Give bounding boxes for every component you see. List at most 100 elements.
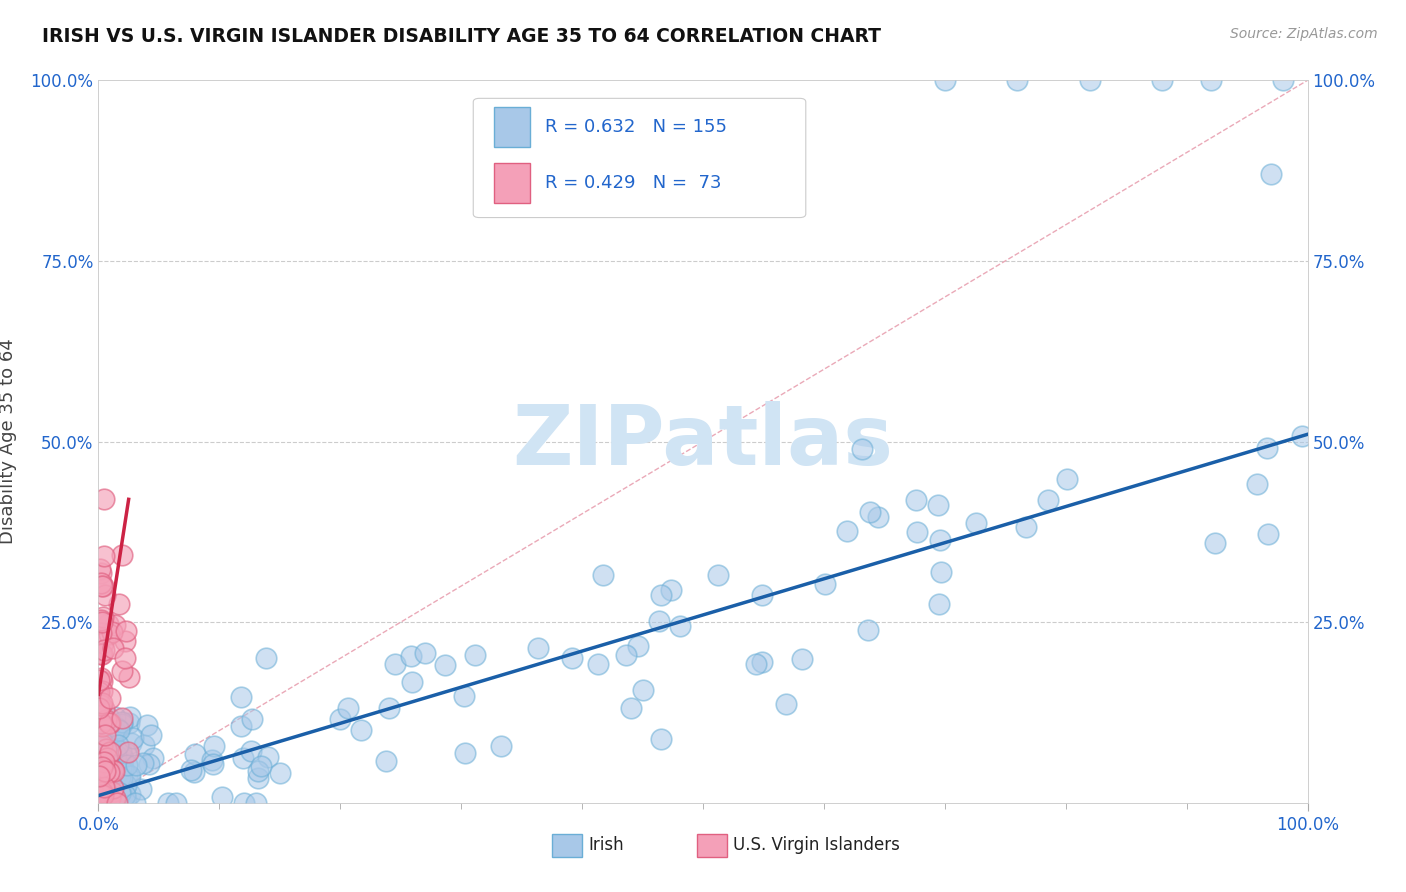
Point [90,739,112,753]
Point [104,723,127,738]
Point [132,756,155,771]
Point [707,568,730,582]
Point [246,771,269,785]
Point [104,748,127,763]
Point [110,548,132,562]
Point [89,730,111,744]
Point [90,698,112,712]
Point [90,718,112,732]
Point [905,524,928,539]
Point [111,763,134,777]
Point [114,788,136,802]
Point [103,769,125,783]
Point [229,719,252,733]
Point [111,664,134,678]
Point [87,738,110,752]
Point [93,728,115,742]
Point [90,613,112,627]
Point [350,723,373,738]
Point [114,650,136,665]
Point [90,715,112,730]
Point [378,701,401,715]
Point [100,785,122,799]
Point [89,766,111,780]
Point [384,657,406,671]
Point [87,673,110,688]
Point [94,764,117,778]
Point [1256,441,1278,455]
Point [96,747,118,762]
Point [91,785,114,799]
FancyBboxPatch shape [551,834,582,857]
Point [232,751,254,765]
Point [775,697,797,711]
Point [91,719,114,733]
Text: R = 0.429   N =  73: R = 0.429 N = 73 [544,174,721,192]
Point [91,579,114,593]
Point [118,715,141,730]
Point [93,780,115,794]
Point [1199,73,1222,87]
Point [98,791,121,805]
Point [648,614,671,628]
Point [100,723,122,737]
Point [111,771,134,785]
Point [859,505,882,519]
Point [90,788,112,802]
Point [814,577,837,591]
Point [98,627,121,641]
Point [103,764,125,778]
FancyBboxPatch shape [474,98,806,218]
Point [111,717,134,731]
Point [1204,536,1226,550]
Point [631,683,654,698]
Point [239,743,262,757]
Point [868,510,890,524]
Point [90,671,112,685]
Point [101,763,124,777]
Point [110,762,132,776]
Point [114,747,136,761]
Point [453,689,475,703]
Point [93,747,115,762]
Text: IRISH VS U.S. VIRGIN ISLANDER DISABILITY AGE 35 TO 64 CORRELATION CHART: IRISH VS U.S. VIRGIN ISLANDER DISABILITY… [42,27,882,45]
Point [257,750,280,764]
Point [105,766,128,780]
Point [93,702,115,716]
Point [90,732,112,747]
Point [269,766,291,780]
Point [751,655,773,669]
Point [1007,73,1029,87]
Point [87,769,110,783]
Point [97,710,120,724]
Point [96,751,118,765]
Point [100,750,122,764]
Point [250,758,273,772]
Point [94,710,117,724]
Point [118,769,141,783]
Point [105,726,128,740]
Point [129,781,152,796]
Point [94,713,117,727]
Point [111,751,134,765]
Point [790,652,813,666]
Point [90,768,112,782]
Point [120,736,142,750]
Point [118,709,141,723]
Point [104,710,127,724]
Point [233,796,256,810]
Point [96,742,118,756]
Point [100,761,122,775]
Point [108,597,131,611]
Point [100,758,122,772]
Point [105,796,128,810]
Text: Irish: Irish [588,837,624,855]
Point [927,498,949,512]
FancyBboxPatch shape [494,107,530,147]
Point [90,763,112,777]
Point [107,738,129,752]
Point [94,588,117,602]
Point [118,671,141,685]
Text: U.S. Virgin Islanders: U.S. Virgin Islanders [734,837,900,855]
Point [104,791,127,805]
